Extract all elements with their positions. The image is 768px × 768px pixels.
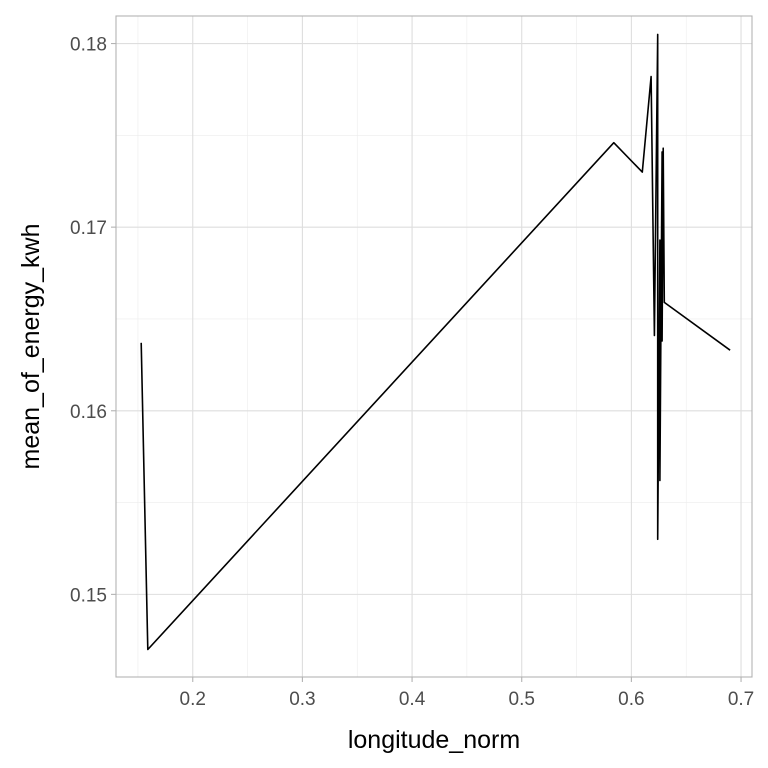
x-axis: 0.2 0.3 0.4 0.5 0.6 0.7	[180, 677, 754, 710]
y-tick-label: 0.18	[70, 35, 107, 56]
x-tick-label: 0.7	[728, 689, 754, 710]
x-tick-label: 0.3	[289, 689, 315, 710]
grid	[116, 16, 752, 677]
series-layer	[140, 33, 731, 651]
x-axis-title: longitude_norm	[348, 726, 520, 754]
panel-border	[115, 15, 753, 678]
x-tick-label: 0.5	[509, 689, 535, 710]
y-axis: 0.15 0.16 0.17 0.18	[70, 35, 116, 606]
y-tick-label: 0.17	[70, 218, 107, 239]
y-tick-label: 0.16	[70, 402, 107, 423]
y-axis-title: mean_of_energy_kwh	[17, 224, 45, 470]
x-tick-label: 0.4	[399, 689, 426, 710]
x-tick-label: 0.6	[618, 689, 644, 710]
y-tick-label: 0.15	[70, 585, 107, 606]
x-tick-label: 0.2	[180, 689, 206, 710]
series-line	[140, 33, 731, 651]
